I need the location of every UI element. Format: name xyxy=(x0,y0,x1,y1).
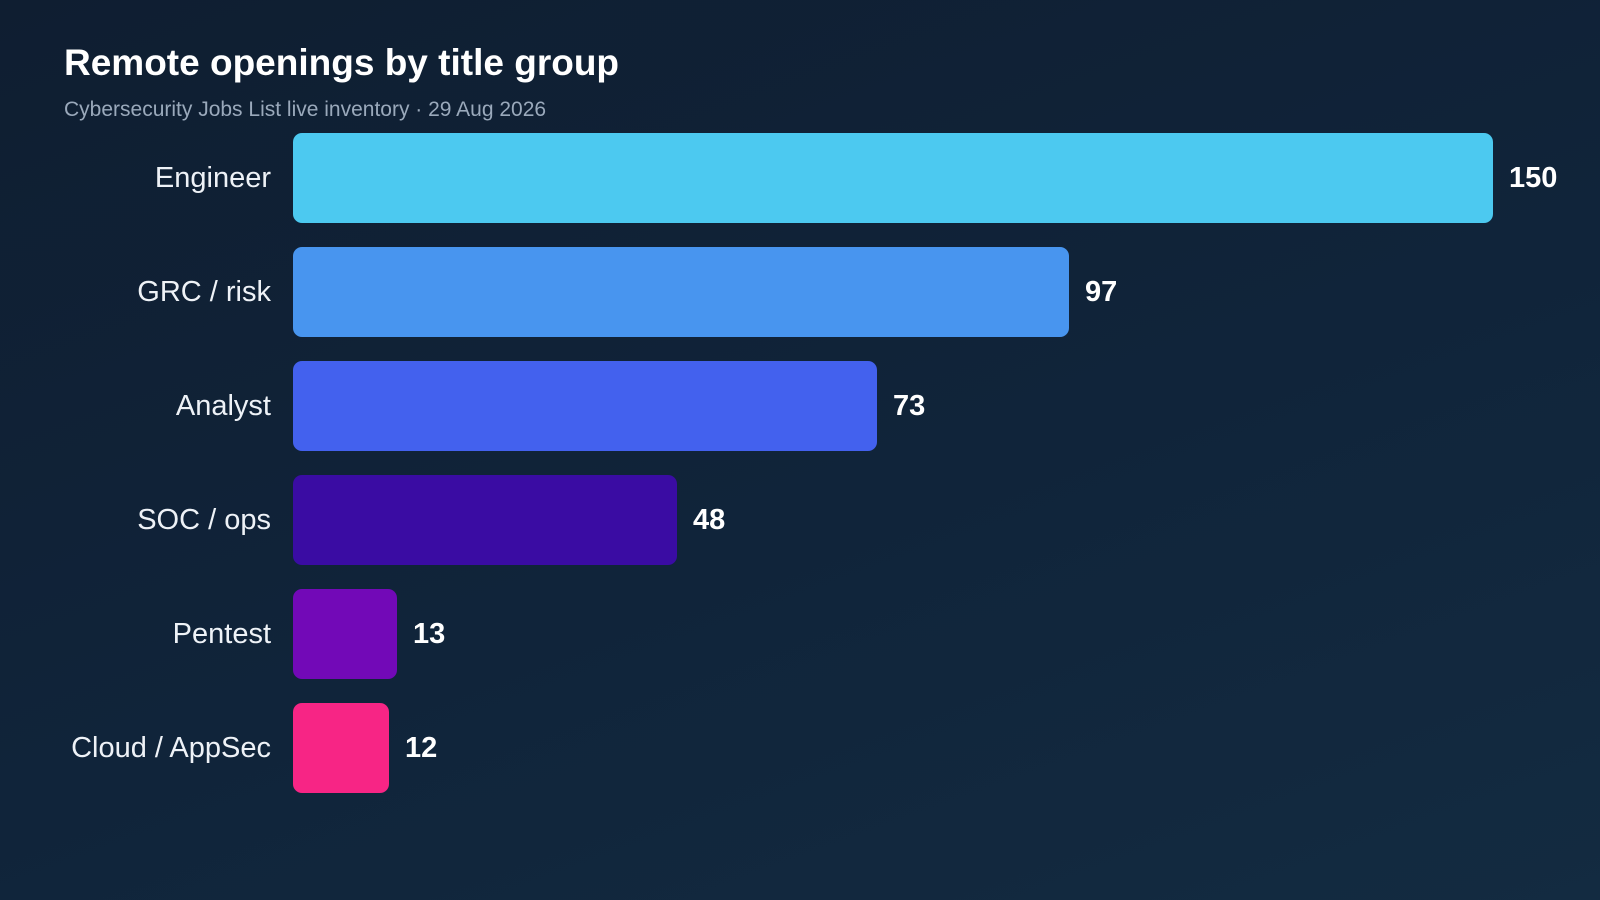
value-label-soc-ops: 48 xyxy=(693,504,725,536)
category-label-cloud-appsec: Cloud / AppSec xyxy=(71,732,271,764)
value-label-pentest: 13 xyxy=(413,618,445,650)
bar-grc-risk xyxy=(293,247,1069,337)
bars-group: Engineer 150 GRC / risk 97 Analyst 73 SOC / op… xyxy=(71,133,1557,793)
chart-title: Remote openings by title group xyxy=(64,42,620,83)
bar-cloud-appsec xyxy=(293,703,389,793)
bar-engineer xyxy=(293,133,1493,223)
category-label-engineer: Engineer xyxy=(155,162,271,194)
bar-analyst xyxy=(293,361,877,451)
bar-soc-ops xyxy=(293,475,677,565)
chart-subtitle: Cybersecurity Jobs List live inventory ·… xyxy=(64,98,547,121)
value-label-engineer: 150 xyxy=(1509,162,1557,194)
category-label-pentest: Pentest xyxy=(173,618,271,650)
value-label-cloud-appsec: 12 xyxy=(405,732,437,764)
category-label-analyst: Analyst xyxy=(176,390,271,422)
value-label-grc-risk: 97 xyxy=(1085,276,1117,308)
category-label-soc-ops: SOC / ops xyxy=(137,504,271,536)
value-label-analyst: 73 xyxy=(893,390,925,422)
bar-pentest xyxy=(293,589,397,679)
category-label-grc-risk: GRC / risk xyxy=(137,276,271,308)
